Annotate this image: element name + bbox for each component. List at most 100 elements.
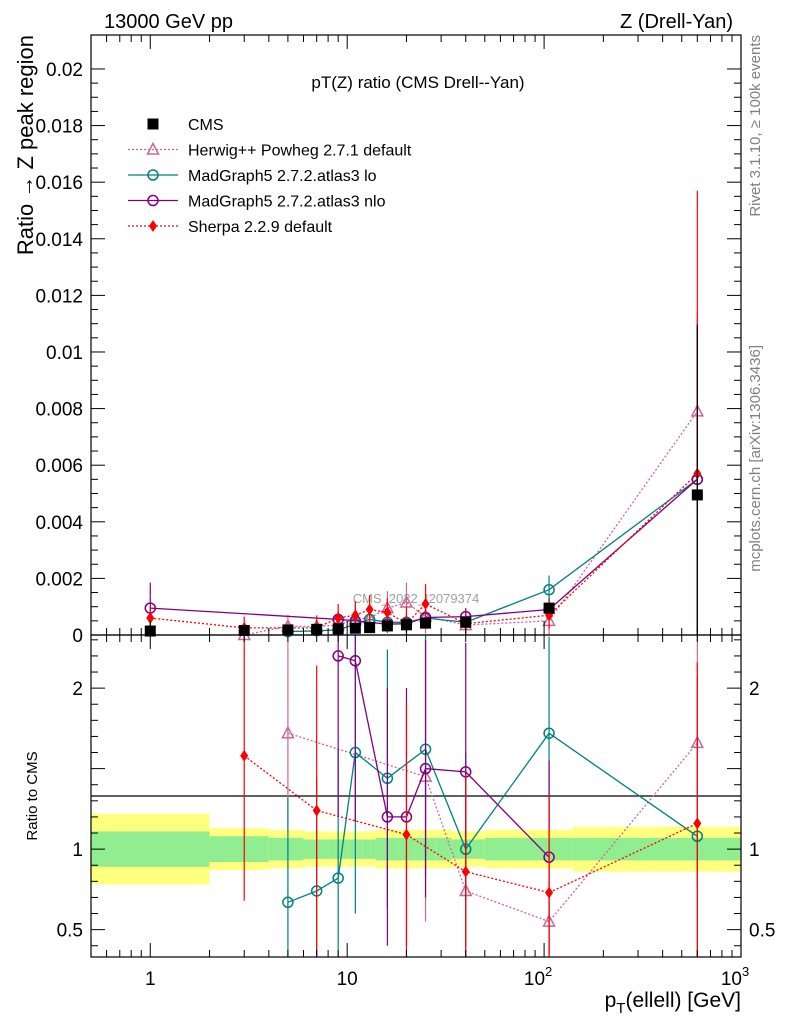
y-tick-label: 0.016 [35, 173, 83, 194]
ratio-point [282, 896, 294, 909]
main-point [543, 583, 555, 596]
main-point [460, 616, 472, 628]
x-axis-title: pT(ellell) [GeV] [605, 989, 741, 1017]
main-title: pT(Z) ratio (CMS Drell--Yan) [311, 73, 524, 92]
main-ylabel: Ratio → Z peak region [13, 35, 38, 255]
ratio-series-sherpa-2-2-9-default [240, 635, 702, 957]
main-point [365, 603, 374, 616]
ratio-point [312, 804, 321, 817]
main-point [146, 612, 155, 625]
side-labels: Rivet 3.1.10, ≥ 100k events mcplots.cern… [747, 35, 764, 572]
ratio-point [419, 762, 432, 775]
legend-label: CMS [188, 117, 224, 134]
y-tick-label: 0.012 [35, 286, 83, 307]
main-point [420, 617, 432, 629]
main-series-layer [144, 190, 705, 641]
ratio-inner-band [451, 839, 485, 859]
ratio-y-tick-label-right: 0.5 [749, 921, 775, 942]
x-tick-label: 10 [337, 969, 358, 990]
legend-marker [149, 220, 157, 232]
x-tick-label-exponent: 2 [545, 964, 552, 979]
legend: CMS Herwig++ Powheg 2.7.1 default MadGraph… [128, 117, 412, 236]
main-line-madgraph5-2-7-2-atlas3-lo [287, 478, 698, 633]
rivet-label: Rivet 3.1.10, ≥ 100k events [747, 35, 764, 217]
main-series-madgraph5-2-7-2-atlas3-lo [282, 323, 704, 638]
legend-label: Herwig++ Powheg 2.7.1 default [188, 143, 412, 160]
legend-label: MadGraph5 2.7.2.atlas3 nlo [188, 194, 386, 211]
legend-marker [147, 169, 159, 181]
x-tick-label-base: 10 [524, 969, 545, 990]
ratio-point [545, 886, 554, 899]
main-point [691, 489, 703, 501]
y-tick-label: 0.02 [46, 60, 83, 81]
y-tick-label: 0 [72, 626, 83, 647]
main-point [334, 612, 343, 625]
ratio-inner-band [91, 831, 210, 867]
y-tick-label: 0.01 [46, 343, 83, 364]
main-point [400, 619, 412, 631]
left-title: 13000 GeV pp [104, 11, 233, 33]
main-series-sherpa-2-2-9-default [146, 190, 702, 635]
legend-marker [147, 194, 159, 207]
ratio-series-layer [240, 635, 705, 957]
ratio-y-tick-label-left: 1 [72, 840, 83, 861]
legend-entry-cms: CMS [147, 117, 224, 134]
y-tick-label: 0.006 [35, 456, 83, 477]
ratio-point [332, 872, 344, 884]
ratio-inner-band [414, 837, 436, 861]
main-panel: CMS_2022_I2079374 00.0020.0040.0060.0080… [13, 34, 742, 647]
ratio-point [543, 727, 555, 739]
ratio-ticks: 0.5 0.5 1 1 2 2 [57, 635, 775, 957]
x-tick-label: 102 [524, 964, 552, 990]
ratio-point [381, 811, 394, 823]
legend-marker [147, 118, 159, 130]
main-point [351, 609, 360, 622]
main-point [383, 606, 392, 619]
ratio-point [693, 817, 702, 830]
main-point [349, 622, 361, 634]
ratio-point [281, 725, 295, 739]
main-point [364, 622, 376, 634]
legend-entry-madgraph5-2-7-2-atlas3-nlo: MadGraph5 2.7.2.atlas3 nlo [128, 194, 386, 211]
ratio-y-tick-label-right: 1 [749, 840, 760, 861]
right-title: Z (Drell-Yan) [620, 11, 733, 33]
x-tick-label: 1 [145, 969, 156, 990]
ratio-point [332, 650, 344, 662]
mcplots-label: mcplots.cern.ch [arXiv:1306.3436] [747, 345, 764, 572]
y-tick-label: 0.014 [35, 230, 83, 251]
x-tick-label-base: 10 [721, 969, 742, 990]
ratio-point [402, 828, 411, 841]
y-tick-label: 0.008 [35, 400, 83, 421]
legend-entry-madgraph5-2-7-2-atlas3-lo: MadGraph5 2.7.2.atlas3 lo [128, 168, 377, 185]
ratio-panel: 0.5 0.51 12 2 Ratio to CMS 1 10 102 103pT(elle… [24, 634, 775, 1017]
legend-label: Sherpa 2.2.9 default [188, 219, 333, 236]
header: 13000 GeV pp Z (Drell-Yan) [104, 11, 733, 33]
x-axis-title-p: p [605, 989, 617, 1012]
ratio-band-layer [91, 813, 741, 885]
y-tick-label: 0.004 [35, 513, 83, 534]
x-tick-label-exponent: 3 [742, 964, 749, 979]
x-axis-title-rest: (ellell) [GeV] [625, 989, 741, 1012]
ratio-inner-band [209, 836, 269, 863]
main-line-sherpa-2-2-9-default [150, 473, 698, 629]
legend-entry-herwig-powheg-2-7-1-default: Herwig++ Powheg 2.7.1 default [128, 141, 412, 160]
y-tick-label: 0.018 [35, 117, 83, 138]
legend-entry-sherpa-2-2-9-default: Sherpa 2.2.9 default [128, 219, 333, 236]
ratio-inner-band [572, 837, 741, 861]
ratio-inner-band [268, 837, 304, 861]
main-point [381, 620, 393, 632]
ratio-inner-band [303, 839, 329, 859]
main-point [543, 602, 555, 614]
x-tick-label: 103 [721, 964, 749, 990]
legend-label: MadGraph5 2.7.2.atlas3 lo [188, 168, 377, 185]
ratio-inner-band [435, 837, 452, 861]
main-series-cms [144, 325, 703, 637]
y-tick-label: 0.002 [35, 569, 83, 590]
main-ticks: 0 0.002 0.004 0.006 0.008 0.01 0.012 0.014 0.016… [35, 35, 742, 647]
ratio-frame [90, 634, 742, 958]
ratio-inner-band [362, 839, 376, 859]
legend-marker [146, 141, 160, 155]
ratio-point [240, 749, 249, 762]
